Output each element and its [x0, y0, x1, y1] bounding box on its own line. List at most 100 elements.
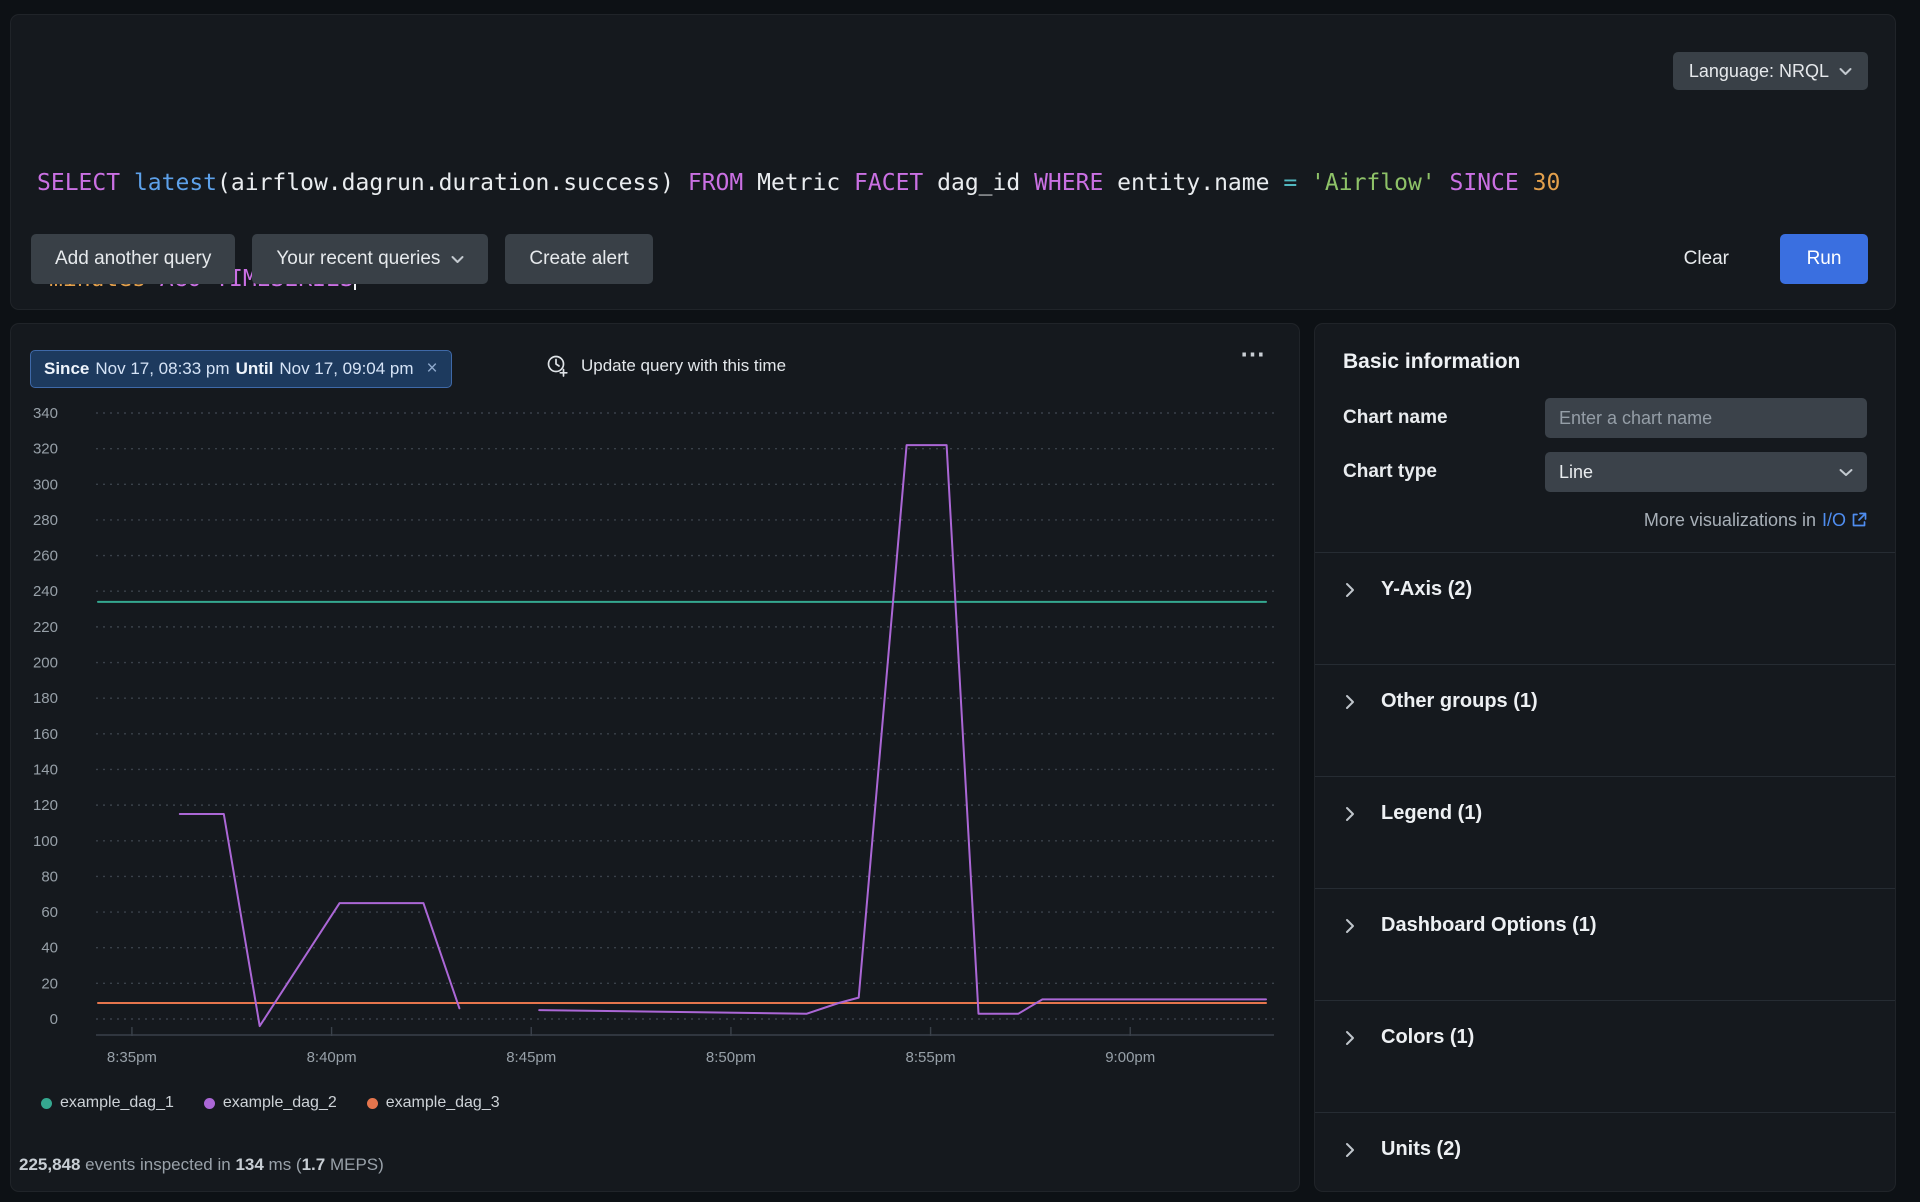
- nrql-query-editor[interactable]: SELECT latest(airflow.dagrun.duration.su…: [37, 103, 1835, 359]
- y-axis-label: 140: [33, 761, 58, 778]
- accordion-section-label: Units (2): [1381, 1138, 1461, 1160]
- series-example_dag_2: [178, 813, 461, 1028]
- legend-dot: [41, 1097, 52, 1109]
- create-alert-label: Create alert: [529, 248, 629, 269]
- recent-queries-dropdown[interactable]: Your recent queries: [252, 234, 489, 284]
- query-actions-row: Add another query Your recent queries Cr…: [31, 234, 1868, 284]
- update-query-label: Update query with this time: [581, 356, 787, 375]
- legend-dot: [366, 1097, 378, 1109]
- y-axis-label: 200: [33, 655, 58, 672]
- accordion-section-colors-1[interactable]: Colors (1): [1315, 1000, 1895, 1112]
- y-axis-label: 220: [33, 619, 58, 636]
- query-stats-text: ms (: [263, 1155, 302, 1174]
- accordion-section-units-2[interactable]: Units (2): [1315, 1112, 1895, 1191]
- chart-name-row: Chart name: [1343, 398, 1867, 438]
- clock-plus-icon: [547, 355, 568, 377]
- accordion-section-label: Y-Axis (2): [1381, 578, 1473, 600]
- chart-legend: example_dag_1 example_dag_2 example_dag_3: [41, 1094, 500, 1112]
- accordion-section-other-groups-1[interactable]: Other groups (1): [1315, 664, 1895, 776]
- x-axis-label: 8:35pm: [107, 1049, 157, 1066]
- x-axis-label: 8:40pm: [307, 1049, 357, 1066]
- more-visualizations-text: More visualizations in: [1643, 510, 1816, 530]
- y-axis-label: 60: [41, 904, 58, 921]
- legend-label: example_dag_3: [385, 1094, 500, 1111]
- accordion-section-y-axis-2[interactable]: Y-Axis (2): [1315, 552, 1895, 664]
- chevron-down-icon: [1839, 67, 1852, 75]
- query-stats-text: 1.7: [301, 1155, 326, 1174]
- x-axis-label: 8:45pm: [506, 1049, 556, 1066]
- x-axis-label: 9:00pm: [1105, 1049, 1155, 1066]
- y-axis-label: 80: [41, 868, 58, 885]
- io-link[interactable]: I/O: [1821, 510, 1846, 530]
- chevron-right-icon: [1346, 583, 1354, 597]
- time-range-badge[interactable]: Since Nov 17, 08:33 pm Until Nov 17, 09:…: [30, 350, 452, 388]
- x-axis-label: 8:55pm: [906, 1049, 956, 1066]
- chart-type-row: Chart type Line: [1343, 452, 1867, 492]
- run-button[interactable]: Run: [1780, 234, 1868, 284]
- chart-type-select[interactable]: Line: [1545, 452, 1867, 492]
- language-selector-button[interactable]: Language: NRQL: [1672, 52, 1868, 90]
- since-value: Nov 17, 08:33 pm: [95, 359, 230, 378]
- accordion-section-label: Colors (1): [1381, 1026, 1475, 1048]
- y-axis-label: 160: [33, 726, 58, 743]
- chart-type-value: Line: [1559, 461, 1594, 482]
- timeseries-chart[interactable]: 0 20 40 60 80 100 120 140 160 180 200 220 240 260 280 3…: [11, 384, 1301, 1084]
- update-query-with-time-button[interactable]: Update query with this time: [546, 354, 786, 378]
- chart-panel: Since Nov 17, 08:33 pm Until Nov 17, 09:…: [10, 323, 1300, 1192]
- y-axis-label: 20: [41, 975, 58, 992]
- y-axis-label: 100: [33, 833, 58, 850]
- legend-dot: [203, 1097, 215, 1109]
- more-options-button[interactable]: ⋯: [1240, 340, 1267, 368]
- query-token: (airflow.dagrun.duration.success): [217, 170, 688, 196]
- until-label: Until: [235, 359, 274, 378]
- y-axis-label: 320: [33, 441, 58, 458]
- query-stats-text: 225,848: [19, 1155, 81, 1174]
- legend-label: example_dag_1: [60, 1094, 174, 1111]
- chevron-right-icon: [1346, 807, 1354, 821]
- chevron-down-icon: [451, 255, 464, 263]
- legend-item[interactable]: example_dag_1: [41, 1094, 174, 1112]
- query-builder-panel: Language: NRQL SELECT latest(airflow.dag…: [10, 14, 1896, 310]
- accordion-section-label: Dashboard Options (1): [1381, 914, 1597, 936]
- until-value: Nov 17, 09:04 pm: [279, 359, 414, 378]
- y-axis-label: 260: [33, 548, 58, 565]
- chart-name-label: Chart name: [1343, 407, 1448, 428]
- add-another-query-button[interactable]: Add another query: [31, 234, 236, 284]
- chevron-right-icon: [1346, 1143, 1354, 1157]
- query-stats: 225,848 events inspected in 134 ms (1.7 …: [19, 1155, 384, 1175]
- legend-item[interactable]: example_dag_3: [366, 1094, 500, 1112]
- accordion-section-legend-1[interactable]: Legend (1): [1315, 776, 1895, 888]
- y-axis-label: 180: [33, 690, 58, 707]
- query-token: FROM: [687, 170, 758, 196]
- language-selector-label: Language: NRQL: [1688, 60, 1829, 81]
- query-token: =: [1283, 170, 1312, 196]
- legend-label: example_dag_2: [222, 1094, 337, 1111]
- y-axis-label: 0: [50, 1011, 58, 1028]
- query-token: entity.name: [1117, 170, 1284, 196]
- close-icon[interactable]: ×: [426, 358, 438, 379]
- clear-button[interactable]: Clear: [1678, 247, 1735, 271]
- query-stats-text: MEPS): [325, 1155, 384, 1174]
- y-axis-label: 40: [41, 940, 58, 957]
- query-token: SELECT: [37, 170, 134, 196]
- chevron-right-icon: [1346, 1031, 1354, 1045]
- recent-queries-label: Your recent queries: [276, 248, 441, 269]
- y-axis-label: 300: [33, 476, 58, 493]
- accordion-section-dashboard-options-1[interactable]: Dashboard Options (1): [1315, 888, 1895, 1000]
- query-token: 'Airflow': [1311, 170, 1450, 196]
- query-stats-text: events inspected in: [80, 1155, 236, 1174]
- query-line-1: SELECT latest(airflow.dagrun.duration.su…: [37, 167, 1835, 199]
- query-token: latest: [133, 170, 218, 196]
- chart-name-input[interactable]: [1545, 398, 1867, 438]
- create-alert-button[interactable]: Create alert: [505, 234, 653, 284]
- query-token: SINCE: [1449, 170, 1533, 196]
- chevron-right-icon: [1346, 695, 1354, 709]
- settings-accordion: Y-Axis (2) Other groups (1) Legend (1) Dash…: [1315, 552, 1895, 1191]
- basic-information-heading: Basic information: [1343, 350, 1521, 373]
- query-token: 30: [1532, 170, 1561, 196]
- external-link-icon: [1852, 512, 1867, 527]
- query-stats-text: 134: [235, 1155, 264, 1174]
- legend-item[interactable]: example_dag_2: [203, 1094, 337, 1112]
- accordion-section-label: Other groups (1): [1381, 690, 1538, 712]
- chevron-right-icon: [1346, 919, 1354, 933]
